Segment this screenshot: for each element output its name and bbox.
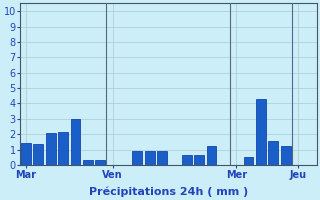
Bar <box>34 144 44 165</box>
Bar <box>206 146 216 165</box>
Bar <box>268 141 278 165</box>
X-axis label: Précipitations 24h ( mm ): Précipitations 24h ( mm ) <box>89 186 248 197</box>
Bar <box>46 133 56 165</box>
Bar <box>281 146 291 165</box>
Bar <box>157 151 167 165</box>
Bar <box>83 160 93 165</box>
Bar <box>71 119 80 165</box>
Bar <box>58 132 68 165</box>
Bar <box>132 151 142 165</box>
Bar <box>95 160 105 165</box>
Bar <box>244 157 253 165</box>
Bar <box>256 99 266 165</box>
Bar <box>182 155 192 165</box>
Bar <box>194 155 204 165</box>
Bar <box>21 143 31 165</box>
Bar <box>145 151 155 165</box>
